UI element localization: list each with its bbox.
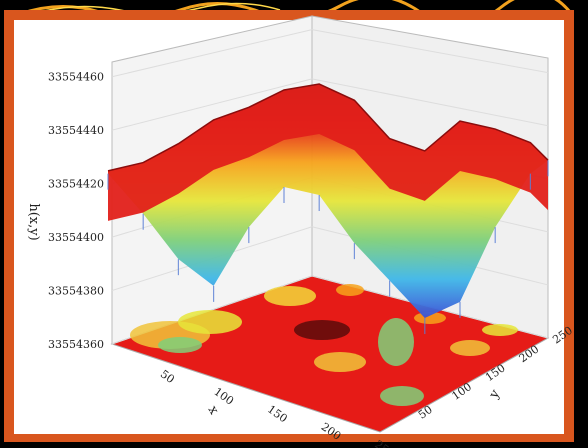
floor-color-patch — [178, 310, 242, 334]
surface-spikes — [107, 160, 549, 334]
x-tick-label: 200 — [319, 420, 344, 443]
z-tick-label: 33554380 — [48, 285, 104, 298]
z-tick-label: 33554440 — [48, 124, 104, 137]
surface-ridge — [107, 83, 549, 172]
z-tick-label: 33554420 — [48, 178, 104, 191]
floor-color-patch — [336, 284, 364, 296]
floor-color-patch — [264, 286, 316, 306]
floor-color-patch — [414, 312, 446, 324]
x-axis-title: x — [205, 403, 222, 417]
z-axis-title: h(x,y) — [26, 203, 41, 240]
wall-gridline — [311, 29, 549, 74]
floor-color-patch — [314, 352, 366, 372]
z-tick-label: 33554360 — [48, 338, 104, 351]
x-tick-label: 150 — [265, 403, 290, 426]
z-tick-label: 33554460 — [48, 71, 104, 84]
floor-color-patch — [380, 386, 424, 406]
wall-gridline — [311, 78, 549, 127]
y-axis-title: y — [486, 387, 503, 402]
wall-gridline — [111, 78, 313, 131]
surface-top-cap — [108, 84, 548, 221]
x-tick-label: 250 — [372, 438, 397, 448]
y-tick-label: 250 — [550, 324, 575, 347]
z-tick-label: 33554400 — [48, 231, 104, 244]
floor-color-patch — [158, 337, 202, 353]
floor-color-patch — [450, 340, 490, 356]
x-tick-label: 50 — [158, 367, 177, 386]
floor-color-patch — [482, 324, 518, 336]
floor-color-patch — [294, 320, 350, 340]
surface-mesh — [107, 83, 549, 318]
floor-color-patch — [378, 318, 414, 366]
z-axis-ticks: 33554360 33554380 33554400 33554420 33554440… — [48, 71, 104, 351]
floor-projection — [130, 284, 518, 406]
wall-gridline — [111, 29, 313, 78]
